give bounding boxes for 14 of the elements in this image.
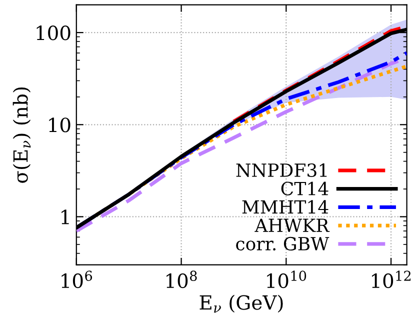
x-tick-label: 10$^{6}$ — [62, 270, 92, 288]
y-axis-title: σ(E$_{ν}$) (nb) — [12, 87, 31, 183]
legend-label: AHWKR — [254, 218, 330, 232]
y-tick-label: 100 — [36, 26, 70, 40]
x-axis-title: E$_{ν}$ (GeV) — [200, 294, 283, 313]
x-tick-label: 10$^{8}$ — [166, 270, 197, 288]
legend-label: MMHT14 — [242, 200, 328, 214]
y-tick-label: 1 — [62, 210, 69, 224]
legend-label: corr. GBW — [236, 236, 330, 251]
legend-label: NNPDF31 — [236, 163, 327, 178]
legend-label: CT14 — [281, 182, 328, 196]
x-tick-label: 10$^{12}$ — [372, 270, 411, 288]
x-tick-label: 10$^{10}$ — [267, 270, 306, 288]
y-tick-label: 10 — [49, 118, 70, 132]
